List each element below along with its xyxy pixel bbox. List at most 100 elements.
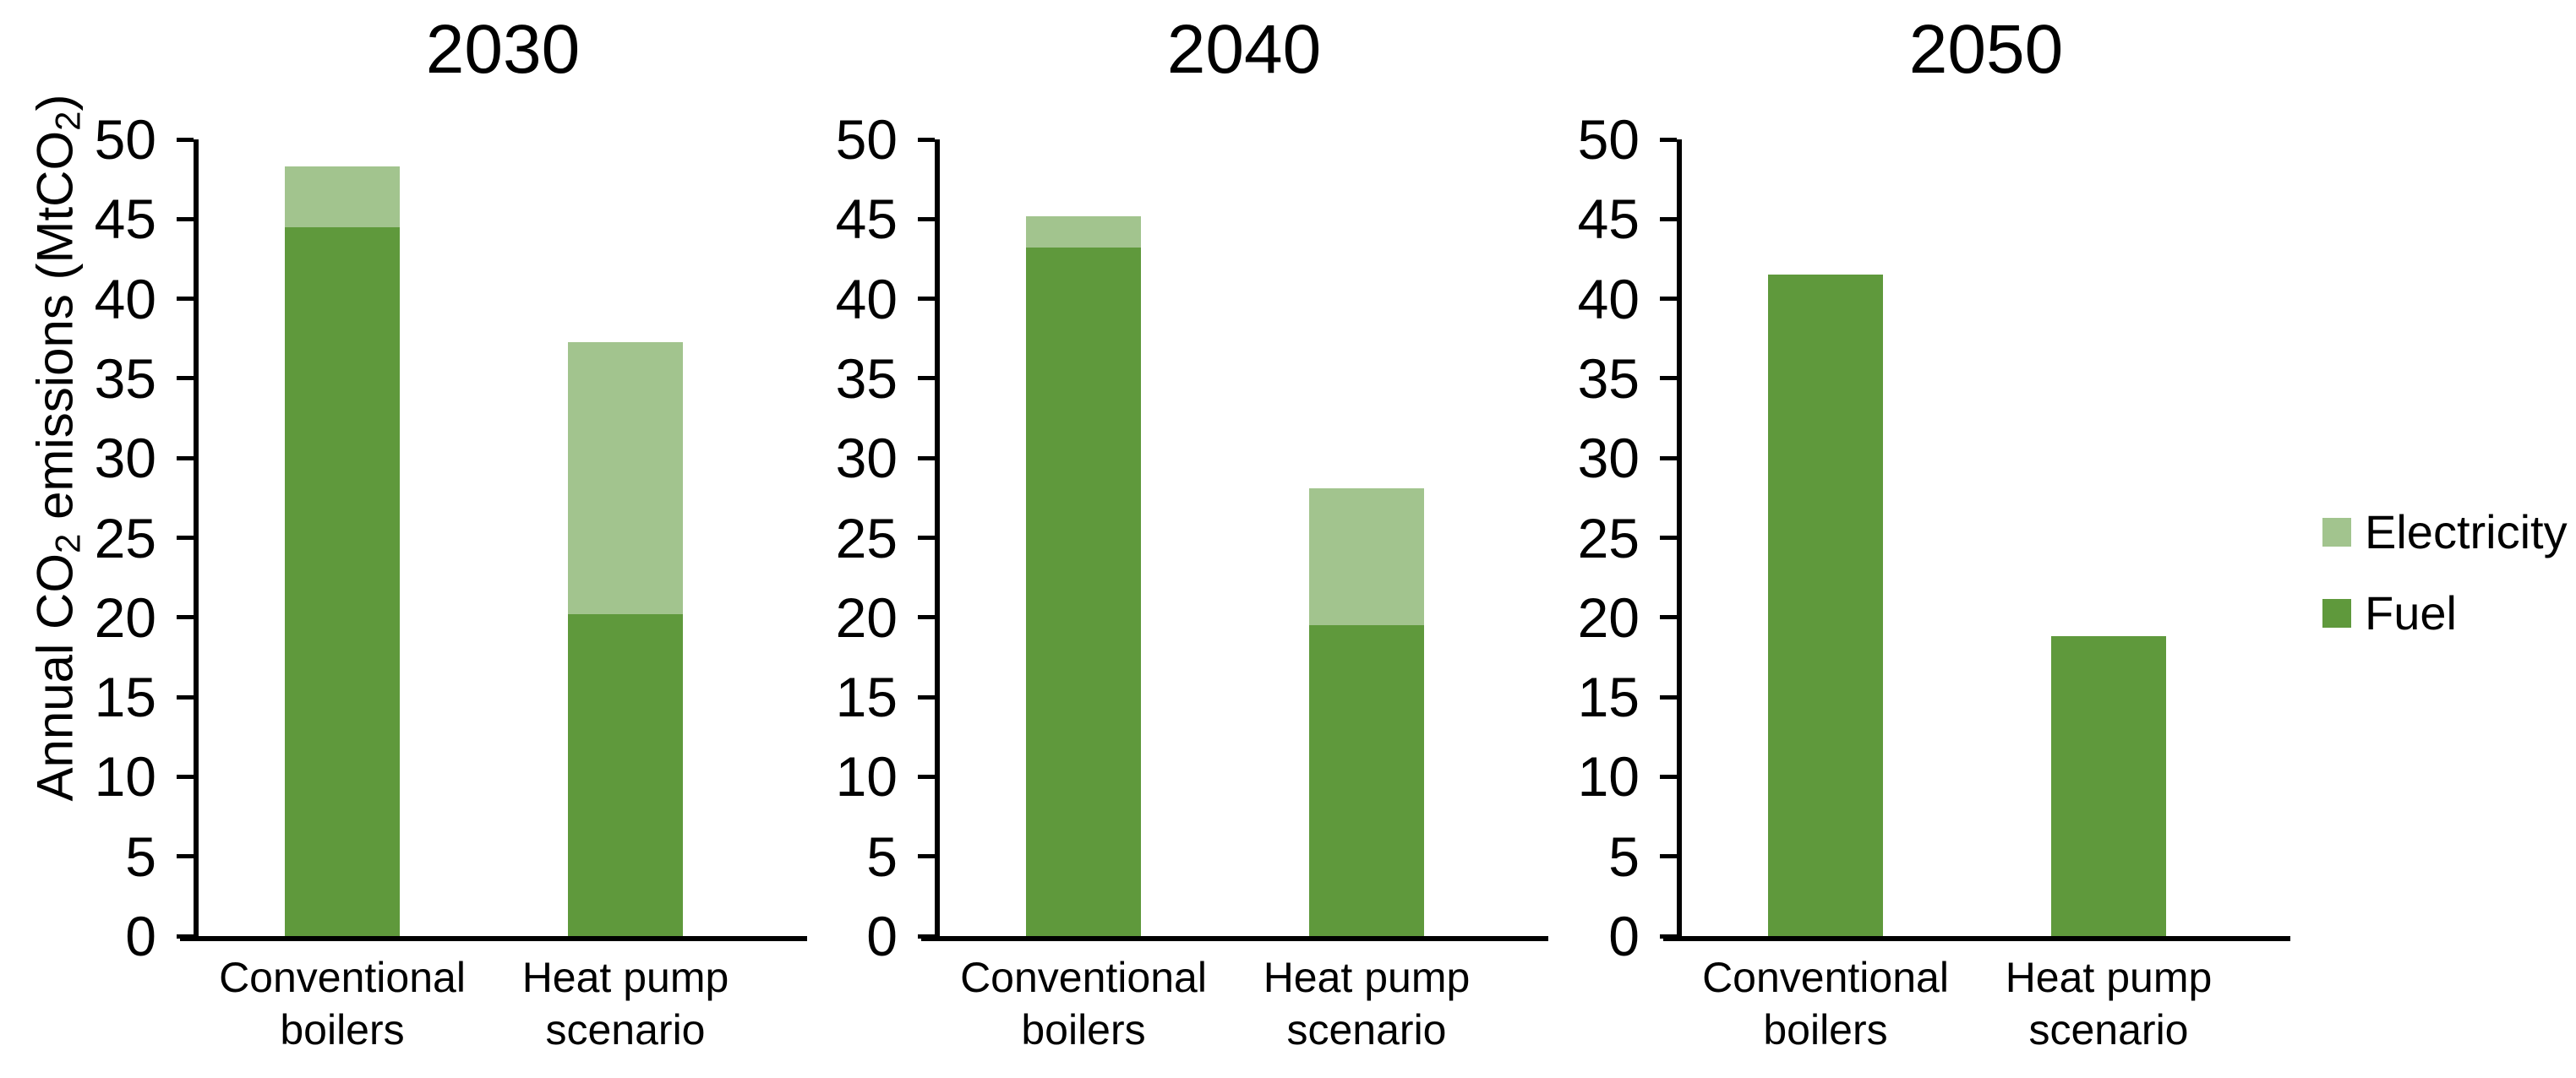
category-label-heat-pump-scenario: Heat pump scenario [1931,951,2286,1056]
bar-segment-electricity-heat-pump-scenario [568,341,683,615]
category-label-heat-pump-scenario: Heat pump scenario [448,951,803,1056]
y-tick-mark [918,615,935,620]
category-label-line: scenario [545,1006,706,1054]
y-tick-mark [918,854,935,859]
x-axis-line [180,936,807,941]
y-tick-label: 40 [1577,267,1640,330]
fuel-swatch-icon [2322,599,2351,628]
y-tick-label: 50 [94,108,156,171]
y-tick-label: 35 [1577,346,1640,410]
category-label-line: boilers [1021,1006,1146,1054]
y-tick-mark [177,615,194,620]
bar-segment-fuel-conventional-boilers [1768,275,1883,936]
category-label-line: Heat pump [2005,954,2213,1001]
y-tick-mark [1660,615,1677,620]
y-tick-mark [177,934,194,939]
category-label-line: scenario [2028,1006,2189,1054]
legend-label-fuel: Fuel [2365,586,2457,640]
x-axis-line [921,936,1548,941]
bar-segment-electricity-heat-pump-scenario [1309,488,1424,626]
y-tick-label: 45 [835,188,898,251]
y-tick-mark [918,934,935,939]
category-label-line: Conventional [960,954,1207,1001]
y-tick-label: 30 [1577,427,1640,490]
category-label-line: boilers [280,1006,405,1054]
bar-segment-fuel-heat-pump-scenario [568,614,683,936]
y-tick-mark [1660,376,1677,381]
x-axis-line [1663,936,2290,941]
y-tick-mark [918,297,935,302]
legend-item-fuel: Fuel [2322,588,2568,639]
y-tick-mark [177,216,194,221]
y-tick-label: 15 [835,666,898,729]
y-tick-mark [177,297,194,302]
y-tick-mark [177,694,194,700]
y-tick-label: 25 [94,506,156,569]
y-tick-label: 45 [94,188,156,251]
y-tick-label: 30 [94,427,156,490]
category-label-line: scenario [1286,1006,1447,1054]
y-tick-mark [1660,774,1677,779]
y-tick-mark [1660,536,1677,540]
category-label-heat-pump-scenario: Heat pump scenario [1189,951,1544,1056]
chart-2050: 2050 0 5 10 15 20 25 30 35 40 45 50 Conventional b… [1578,11,2290,1054]
y-tick-label: 10 [1577,745,1640,808]
y-tick-mark [177,536,194,540]
y-axis-line [194,139,199,941]
y-tick-label: 0 [125,905,156,967]
y-tick-mark [177,854,194,859]
y-tick-label: 5 [1608,825,1640,888]
y-tick-mark [177,376,194,381]
y-tick-mark [177,137,194,142]
y-tick-mark [177,455,194,460]
chart-2030: 2030 0 5 10 15 20 25 30 35 40 45 50 Conventional b… [95,11,807,1054]
y-tick-mark [1660,934,1677,939]
y-tick-mark [1660,297,1677,302]
category-label-line: boilers [1763,1006,1888,1054]
chart-title-2040: 2040 [1166,11,1322,88]
y-tick-label: 35 [835,346,898,410]
y-axis-line [1677,139,1682,941]
category-label-line: Heat pump [1263,954,1471,1001]
bar-segment-electricity-conventional-boilers [1026,215,1141,248]
y-tick-label: 15 [94,666,156,729]
y-tick-mark [1660,694,1677,700]
chart-title-2050: 2050 [1908,11,2064,88]
y-tick-label: 40 [835,267,898,330]
chart-title-2030: 2030 [425,11,581,88]
y-tick-mark [1660,455,1677,460]
category-label-line: Conventional [1702,954,1949,1001]
y-tick-label: 35 [94,346,156,410]
bar-segment-fuel-conventional-boilers [1026,248,1141,936]
y-tick-label: 25 [1577,506,1640,569]
y-tick-label: 20 [1577,585,1640,649]
category-label-conventional-boilers: Conventional boilers [906,951,1261,1056]
category-label-line: Conventional [219,954,466,1001]
y-tick-mark [918,216,935,221]
y-tick-label: 25 [835,506,898,569]
y-tick-mark [918,536,935,540]
bar-segment-fuel-heat-pump-scenario [2051,636,2166,936]
y-tick-mark [918,376,935,381]
y-tick-mark [177,774,194,779]
y-tick-mark [918,455,935,460]
y-tick-label: 0 [866,905,898,967]
y-tick-mark [918,137,935,142]
y-tick-label: 50 [835,108,898,171]
y-tick-mark [918,774,935,779]
y-axis-line [935,139,940,941]
y-tick-label: 5 [866,825,898,888]
bar-segment-electricity-conventional-boilers [285,166,400,227]
y-tick-label: 0 [1608,905,1640,967]
y-tick-label: 5 [125,825,156,888]
electricity-swatch-icon [2322,518,2351,547]
y-tick-label: 10 [835,745,898,808]
y-tick-label: 10 [94,745,156,808]
y-tick-label: 20 [94,585,156,649]
y-tick-mark [1660,854,1677,859]
y-tick-label: 30 [835,427,898,490]
y-tick-mark [1660,137,1677,142]
legend-label-electricity: Electricity [2365,505,2568,558]
y-tick-label: 40 [94,267,156,330]
